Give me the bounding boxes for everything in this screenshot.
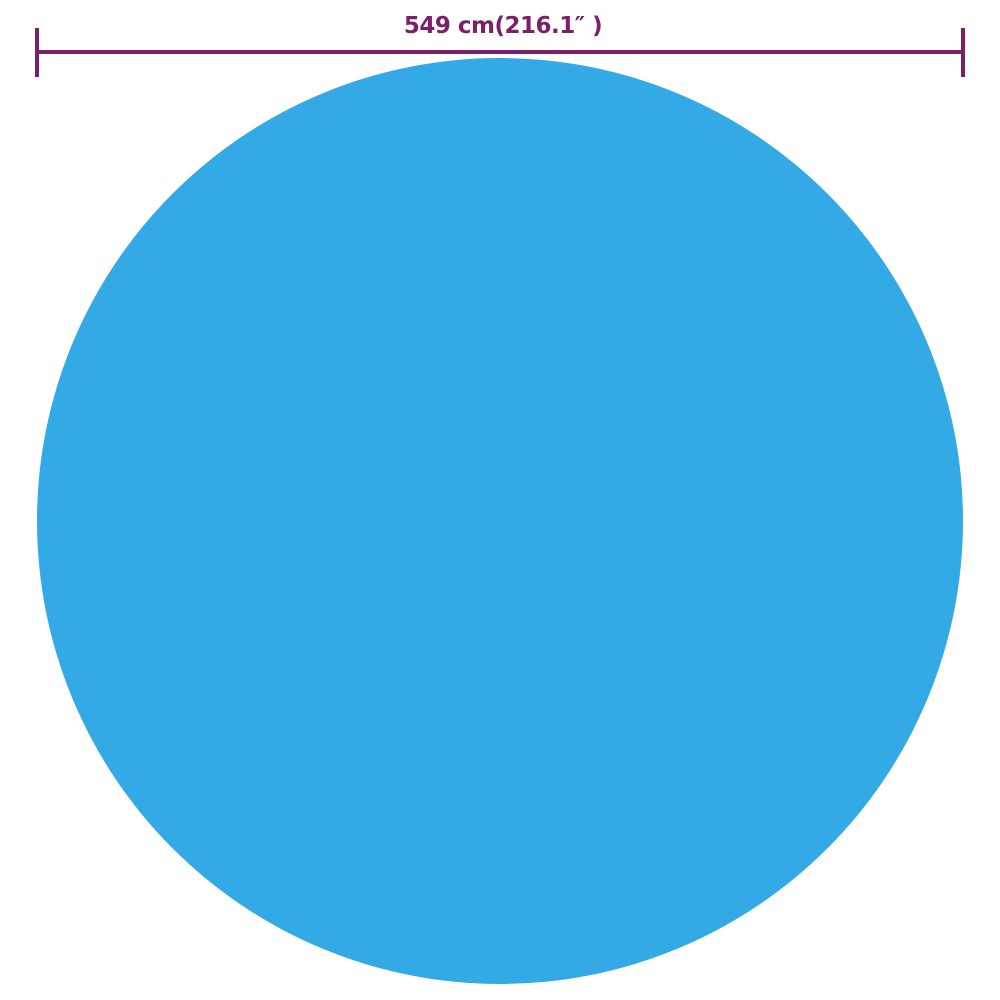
pool-cover-circle <box>37 58 963 984</box>
width-dimension-label: 549 cm(216.1″ ) <box>403 13 603 39</box>
width-dimension-line <box>35 28 965 77</box>
